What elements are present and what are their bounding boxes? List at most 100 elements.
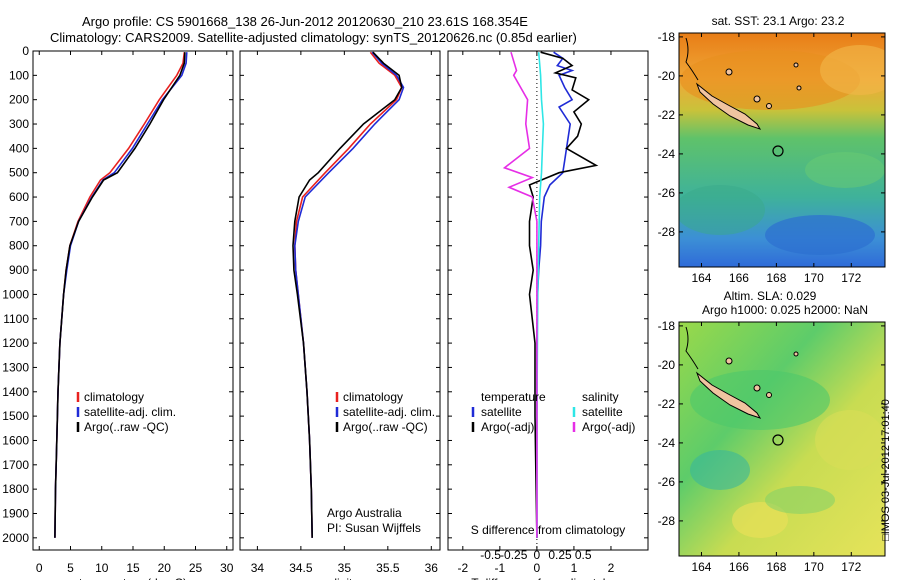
- sst-map: sat. SST: 23.1 Argo: 23.2 164 166 168 170 17…: [658, 14, 886, 285]
- depth-tick-label: 700: [9, 214, 29, 228]
- map-x-tick-label: 170: [804, 560, 824, 574]
- annotation-text: Argo Australia: [327, 506, 402, 520]
- legend-label: Argo(-adj): [481, 420, 534, 434]
- coastline: [685, 37, 699, 81]
- series-line-salinity-argo-adj-: [502, 51, 538, 538]
- x-tick-label: 5: [67, 561, 74, 575]
- depth-tick-label: 1500: [2, 409, 29, 423]
- depth-tick-label: 1300: [2, 360, 29, 374]
- annotation-text: PI: Susan Wijffels: [327, 521, 421, 535]
- sla-map-subtitle: Argo h1000: 0.025 h2000: NaN: [702, 303, 868, 317]
- x-tick-label: 36: [425, 561, 439, 575]
- argo-position-marker: [772, 145, 784, 157]
- x-tick-label: 30: [220, 561, 234, 575]
- x-tick-label: 35.5: [376, 561, 400, 575]
- plot-frame: [239, 50, 441, 551]
- x-tick-label: 34: [251, 561, 265, 575]
- map-y-tick-label: -26: [658, 475, 676, 489]
- plot-frame: [32, 50, 234, 551]
- sla-map-title: Altim. SLA: 0.029: [724, 289, 817, 303]
- temperature-panel: 0100200300400500600700800900100011001200…: [2, 44, 233, 580]
- x-axis-label: T difference from climatology: [471, 576, 625, 580]
- x-tick-label: 0: [36, 561, 43, 575]
- island: [793, 62, 799, 68]
- legend-label: Argo(-adj): [582, 420, 635, 434]
- x-tick-label: 25: [189, 561, 203, 575]
- x-tick-label: 34.5: [289, 561, 313, 575]
- depth-tick-label: 500: [9, 166, 29, 180]
- map-y-tick-label: -22: [658, 108, 676, 122]
- map-y-tick-label: -28: [658, 225, 676, 239]
- x-axis-label: temperature (deg C): [79, 576, 187, 580]
- title-line-2: Climatology: CARS2009. Satellite-adjuste…: [50, 30, 577, 45]
- x-tick-label: 10: [95, 561, 109, 575]
- island: [753, 384, 761, 392]
- depth-tick-label: 1700: [2, 458, 29, 472]
- x-tick-label: 0: [534, 561, 541, 575]
- difference-panel: -2 -1 0 1 2T difference from climatology -0.5…: [447, 50, 649, 580]
- depth-tick-label: 600: [9, 190, 29, 204]
- sst-map-title: sat. SST: 23.1 Argo: 23.2: [712, 14, 845, 28]
- depth-tick-label: 400: [9, 141, 29, 155]
- series-line-temperature-argo-adj-: [528, 51, 599, 538]
- x-tick-label: 1: [571, 561, 578, 575]
- map-y-tick-label: -24: [658, 147, 676, 161]
- x-axis-label: salinity: [322, 576, 359, 580]
- island: [725, 68, 733, 76]
- depth-tick-label: 800: [9, 239, 29, 253]
- map-y-tick-label: -24: [658, 436, 676, 450]
- island: [725, 357, 733, 365]
- depth-tick-label: 1400: [2, 385, 29, 399]
- depth-tick-label: 200: [9, 93, 29, 107]
- depth-tick-label: 300: [9, 117, 29, 131]
- map-y-tick-label: -22: [658, 397, 676, 411]
- timestamp-stamp: □IMOS 03-Jul-2012 17:01:40: [874, 380, 898, 560]
- island: [793, 351, 799, 357]
- legend-label: satellite: [481, 405, 522, 419]
- x-tick-label: 15: [126, 561, 140, 575]
- s-tick-label: -0.5: [480, 548, 501, 562]
- land-mass: [695, 371, 762, 419]
- legend-label: climatology: [343, 390, 403, 404]
- coastline: [685, 326, 699, 370]
- map-y-tick-label: -18: [658, 319, 676, 333]
- map-x-tick-label: 164: [691, 271, 711, 285]
- map-x-tick-label: 172: [841, 271, 861, 285]
- island: [753, 95, 761, 103]
- map-x-tick-label: 168: [766, 271, 786, 285]
- map-x-tick-label: 166: [729, 560, 749, 574]
- map-x-tick-label: 170: [804, 271, 824, 285]
- legend-label: satellite-adj. clim.: [84, 405, 176, 419]
- map-x-tick-label: 172: [841, 560, 861, 574]
- plot-frame: [447, 50, 649, 551]
- x-tick-label: 20: [158, 561, 172, 575]
- x-tick-label: -1: [495, 561, 506, 575]
- legend-label: satellite-adj. clim.: [343, 405, 435, 419]
- legend-label: satellite: [582, 405, 623, 419]
- x-tick-label: 2: [608, 561, 615, 575]
- depth-tick-label: 900: [9, 263, 29, 277]
- legend-title: salinity: [582, 390, 619, 404]
- s-tick-label: 0.25: [548, 548, 572, 562]
- salinity-panel: 34 34.5 35 35.5 36 salinity climatologysatelli…: [239, 50, 441, 580]
- map-y-tick-label: -28: [658, 514, 676, 528]
- depth-tick-label: 100: [9, 68, 29, 82]
- series-line-argo-raw-qc-: [292, 51, 403, 538]
- map-y-tick-label: -20: [658, 358, 676, 372]
- depth-tick-label: 1900: [2, 506, 29, 520]
- depth-tick-label: 0: [22, 44, 29, 58]
- legend-label: climatology: [84, 390, 144, 404]
- legend-title: temperature: [481, 390, 546, 404]
- title-line-1: Argo profile: CS 5901668_138 26-Jun-2012…: [82, 14, 528, 29]
- depth-tick-label: 1800: [2, 482, 29, 496]
- map-y-tick-label: -18: [658, 30, 676, 44]
- island: [766, 103, 772, 109]
- legend-label: Argo(..raw -QC): [84, 420, 169, 434]
- s-tick-label: 0.5: [575, 548, 592, 562]
- depth-tick-label: 1100: [3, 312, 29, 326]
- land-mass: [695, 82, 762, 130]
- s-tick-label: 0: [534, 548, 541, 562]
- argo-position-marker: [772, 434, 784, 446]
- map-x-tick-label: 166: [729, 271, 749, 285]
